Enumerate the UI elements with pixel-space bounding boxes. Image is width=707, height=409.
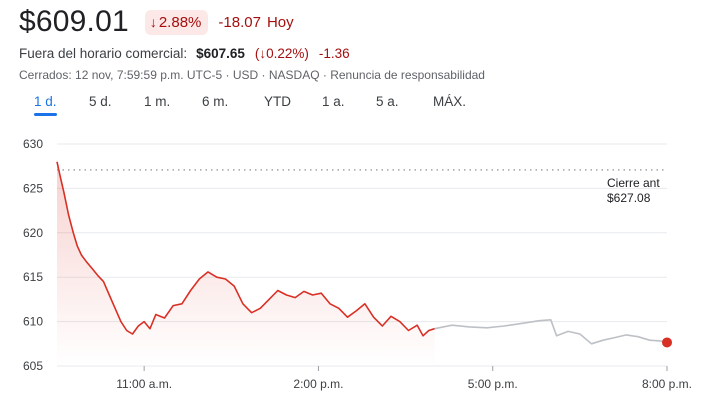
- change-percent: 2.88%: [158, 13, 202, 31]
- y-tick-label: 630: [23, 137, 43, 151]
- tab-1d[interactable]: 1 d.: [34, 94, 57, 109]
- after-hours-line: [434, 319, 668, 345]
- current-price: $609.01: [19, 5, 129, 38]
- after-hours-price: $607.65: [196, 46, 245, 61]
- y-tick-label: 625: [23, 181, 43, 195]
- y-tick-label: 605: [23, 359, 43, 373]
- tab-max[interactable]: MÁX.: [433, 94, 467, 109]
- y-tick-label: 620: [23, 226, 43, 240]
- regular-session-line: [56, 161, 435, 337]
- tab-1m[interactable]: 1 m.: [144, 94, 171, 109]
- axis-labels: 630 625 620 615 610 605 11:00 a.m. 2:00 p.m. 5:0…: [23, 137, 692, 391]
- y-tick-label: 610: [23, 315, 43, 329]
- x-tick-label: 5:00 p.m.: [468, 377, 518, 391]
- change-percent-badge: ↓ 2.88%: [144, 9, 209, 35]
- after-hours-label: Fuera del horario comercial:: [19, 46, 188, 61]
- change-absolute: -18.07: [218, 13, 261, 31]
- change-absolute-group: -18.07 Hoy: [218, 14, 293, 31]
- x-tick-label: 2:00 p.m.: [293, 377, 343, 391]
- after-hours-percent: (↓0.22%): [254, 46, 309, 61]
- tab-ytd[interactable]: YTD: [264, 94, 291, 109]
- previous-close-note: Cierre ant$627.08: [57, 169, 667, 205]
- previous-close-label: Cierre ant: [607, 176, 660, 190]
- quote-header: $609.01 ↓ 2.88% -18.07 Hoy: [19, 4, 294, 40]
- after-hours-change: -1.36: [318, 46, 350, 61]
- y-tick-label: 615: [23, 270, 43, 284]
- market-status-line: Cerrados: 12 nov, 7:59:59 p.m. UTC-5 · U…: [19, 68, 485, 82]
- x-tick-label: 8:00 p.m.: [642, 377, 692, 391]
- active-tab-indicator: [34, 113, 57, 116]
- x-tick-label: 11:00 a.m.: [116, 377, 172, 391]
- tab-1y[interactable]: 1 a.: [322, 94, 345, 109]
- down-arrow-icon: ↓: [149, 14, 157, 30]
- last-price-dot: [662, 337, 672, 348]
- tab-6m[interactable]: 6 m.: [202, 94, 229, 109]
- after-hours-row: Fuera del horario comercial: $607.65 (↓0…: [19, 46, 350, 61]
- change-period: Hoy: [266, 13, 294, 31]
- previous-close-value: $627.08: [607, 191, 651, 205]
- series-layer: [56, 161, 672, 366]
- tab-5y[interactable]: 5 a.: [376, 94, 399, 109]
- tab-5d[interactable]: 5 d.: [89, 94, 112, 109]
- regular-session-area: [57, 161, 435, 366]
